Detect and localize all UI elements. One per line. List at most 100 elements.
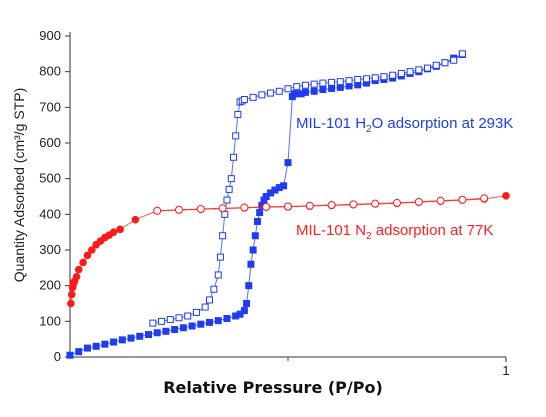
h2o_desorption-series xyxy=(149,50,466,327)
h2o-adsorption-point xyxy=(236,310,244,318)
h2o-adsorption-point xyxy=(275,184,283,192)
h2o-adsorption-point xyxy=(66,351,74,359)
h2o-desorption-point xyxy=(275,87,283,95)
n2-desorption-point xyxy=(349,200,358,209)
h2o-adsorption-point xyxy=(262,193,270,200)
n2-adsorption-point xyxy=(109,228,118,236)
x-tick-label: 1 xyxy=(502,363,509,378)
h2o-desorption-point xyxy=(371,74,379,82)
n2-adsorption-point xyxy=(83,251,92,260)
h2o-adsorption-point xyxy=(110,338,118,346)
n2-desorption-point xyxy=(262,202,271,211)
h2o-desorption-point xyxy=(458,50,466,58)
h2o-desorption-point xyxy=(149,319,157,327)
h2o-desorption-point xyxy=(284,85,292,93)
n2-desorption-point xyxy=(436,196,445,205)
h2o-desorption-point xyxy=(166,316,174,324)
n2-desorption-point xyxy=(327,201,336,210)
h2o-adsorption-point xyxy=(256,209,264,217)
n2-adsorption-point xyxy=(74,265,83,274)
h2o-desorption-point xyxy=(354,76,362,84)
h2o-desorption-point xyxy=(389,71,397,79)
h2o-adsorption-point xyxy=(280,182,288,190)
h2o-desorption-point xyxy=(415,66,423,74)
h2o-adsorption-point xyxy=(251,232,259,240)
h2o-adsorption-point xyxy=(162,327,170,335)
h2o-desorption-point xyxy=(336,78,344,86)
h2o-adsorption-point xyxy=(328,84,336,92)
n2-desorption-point xyxy=(153,206,162,215)
y-tick-label: 100 xyxy=(39,313,61,328)
h2o-adsorption-point xyxy=(83,344,91,352)
h2o-adsorption-point xyxy=(247,260,255,268)
h2o-adsorption-point xyxy=(249,246,257,254)
y-tick-label: 400 xyxy=(39,206,61,221)
h2o-adsorption-point xyxy=(354,81,362,89)
h2o-adsorption-point xyxy=(245,282,253,290)
n2-desorption-point xyxy=(305,201,314,210)
h2o-desorption-point xyxy=(158,317,166,325)
axes xyxy=(69,32,506,358)
h2o-desorption-point xyxy=(219,232,227,240)
n2-desorption-point xyxy=(175,205,183,214)
h2o-adsorption-point xyxy=(293,90,301,98)
h2o-adsorption-point xyxy=(92,342,100,350)
h2o-desorption-point xyxy=(206,296,214,304)
y-tick-label: 600 xyxy=(39,135,61,150)
n2-adsorption-point xyxy=(131,215,140,224)
h2o-adsorption-point xyxy=(284,159,292,167)
h2o-adsorption-point xyxy=(319,86,327,93)
n2-desorption-point xyxy=(393,198,401,207)
n2-desorption-point xyxy=(371,199,380,208)
y-tick-label: 200 xyxy=(39,278,61,293)
h2o-adsorption-point xyxy=(153,329,161,337)
h2o-adsorption-point xyxy=(197,320,205,328)
h2o-adsorption-point xyxy=(232,312,240,320)
n2-adsorption-point xyxy=(88,246,96,254)
h2o-adsorption-point xyxy=(188,322,196,330)
h2o-desorption-point xyxy=(267,89,275,97)
h2o-desorption-point xyxy=(201,303,209,311)
n2_desorption-line xyxy=(157,197,485,212)
h2o-adsorption-point xyxy=(243,300,251,307)
h2o-desorption-point xyxy=(234,110,242,118)
h2o-adsorption-point xyxy=(214,317,222,325)
n2-adsorption-point xyxy=(72,272,81,281)
h2o-adsorption-point xyxy=(271,186,279,194)
h2o-adsorption-point xyxy=(144,331,152,339)
h2o-desorption-point xyxy=(432,61,440,69)
y-tick-label: 300 xyxy=(39,242,61,257)
h2o-adsorption-point xyxy=(118,336,126,344)
h2o-adsorption-point xyxy=(297,90,305,98)
h2o-desorption-point xyxy=(249,93,257,101)
n2_adsorption-line xyxy=(70,195,507,304)
n2-desorption-point xyxy=(218,204,227,213)
h2o-desorption-point xyxy=(230,153,237,161)
h2o-desorption-point xyxy=(175,314,183,322)
n2-adsorption-point xyxy=(502,191,510,200)
h2o-adsorption-point xyxy=(101,340,109,348)
n2_desorption-series xyxy=(153,194,489,215)
h2o-adsorption-point xyxy=(253,217,261,225)
h2o-desorption-point xyxy=(223,196,231,204)
y-tick-label: 500 xyxy=(39,171,61,186)
n2-adsorption-point xyxy=(67,299,75,308)
n2-desorption-point xyxy=(284,202,292,211)
h2o-desorption-point xyxy=(216,253,224,261)
n2-adsorption-point xyxy=(67,290,76,299)
h2o-desorption-point xyxy=(192,308,200,316)
h2o-desorption-point xyxy=(225,185,233,193)
h2o-desorption-point xyxy=(397,69,405,77)
h2o-adsorption-point xyxy=(267,189,275,197)
h2o-adsorption-point xyxy=(336,83,344,91)
h2o-desorption-point xyxy=(441,59,449,67)
h2o-desorption-point xyxy=(319,79,327,87)
n2-desorption-point xyxy=(196,204,205,213)
h2o-desorption-point xyxy=(301,81,309,89)
h2o-adsorption-point xyxy=(75,348,83,356)
y-tick-label: 700 xyxy=(39,99,61,114)
h2o-desorption-point xyxy=(232,132,240,140)
h2o-desorption-point xyxy=(184,312,192,320)
h2o-desorption-point xyxy=(328,78,336,86)
